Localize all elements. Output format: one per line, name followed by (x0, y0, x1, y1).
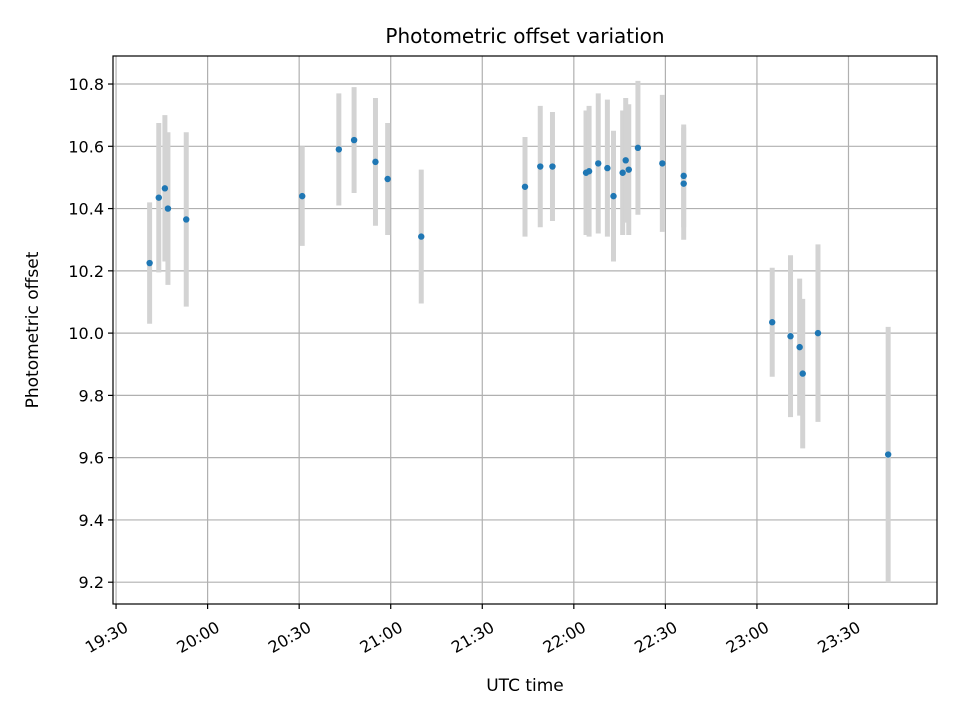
data-point (299, 192, 306, 200)
data-point (680, 180, 687, 187)
data-point (884, 451, 892, 458)
x-axis-label: UTC time (486, 676, 564, 696)
y-tick-label: 9.2 (79, 573, 104, 592)
data-point (787, 333, 794, 340)
data-point (595, 160, 602, 167)
data-point (659, 160, 666, 167)
grid (113, 56, 937, 604)
data-point (521, 183, 529, 190)
data-point (549, 163, 556, 170)
y-tick-label: 10.2 (68, 262, 104, 281)
data-point (537, 163, 544, 170)
data-point (384, 175, 391, 183)
data-point (610, 192, 617, 200)
data-point (625, 166, 632, 173)
data-point (799, 370, 806, 377)
data-point (335, 146, 343, 153)
plot-area-frame (112, 55, 938, 605)
data-point (585, 168, 593, 175)
data-point (619, 169, 626, 176)
y-tick-label: 10.0 (68, 324, 104, 343)
data-point (814, 329, 822, 337)
y-tick-label: 9.8 (79, 386, 104, 405)
data-point (372, 158, 379, 166)
data-point (680, 172, 687, 180)
data-point (634, 144, 642, 152)
data-point (604, 164, 611, 172)
y-axis-label: Photometric offset (23, 251, 43, 408)
y-tick-label: 9.6 (79, 449, 104, 468)
data-point (418, 233, 425, 240)
y-tick-label: 10.4 (68, 200, 104, 219)
data-point (155, 194, 162, 201)
data-point (769, 319, 776, 326)
data-point (622, 157, 629, 164)
y-tick-label: 10.6 (68, 137, 104, 156)
data-point (164, 205, 172, 212)
y-tick-label: 10.8 (68, 75, 104, 94)
data-point (146, 259, 153, 267)
data-point (796, 343, 803, 351)
chart-title: Photometric offset variation (385, 24, 664, 48)
data-point (350, 136, 358, 144)
data-point (183, 216, 190, 223)
data-points (146, 136, 892, 458)
data-point (161, 185, 169, 192)
y-tick-label: 9.4 (79, 511, 104, 530)
